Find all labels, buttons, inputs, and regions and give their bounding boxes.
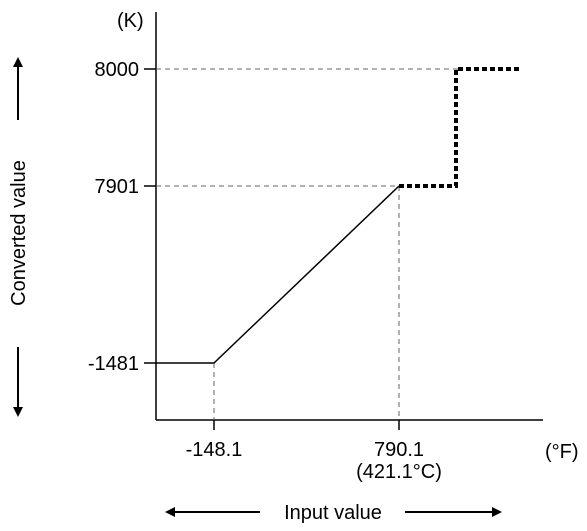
x-unit-label: (°F) bbox=[545, 441, 579, 463]
y-unit-label: (K) bbox=[117, 10, 144, 32]
x-tick-label-minus148: -148.1 bbox=[186, 439, 243, 461]
y-tick-label-minus1481: -1481 bbox=[88, 353, 139, 375]
x-tick-label-790: 790.1 bbox=[374, 439, 424, 461]
y-tick-label-8000: 8000 bbox=[95, 59, 140, 81]
x-tick-sublabel-790: (421.1°C) bbox=[356, 461, 442, 483]
conversion-line bbox=[156, 185, 400, 364]
y-axis-title: Converted value bbox=[8, 160, 30, 306]
x-axis-title: Input value bbox=[284, 502, 382, 524]
y-tick-label-7901: 7901 bbox=[95, 176, 140, 198]
dotted-step-line bbox=[399, 67, 519, 188]
